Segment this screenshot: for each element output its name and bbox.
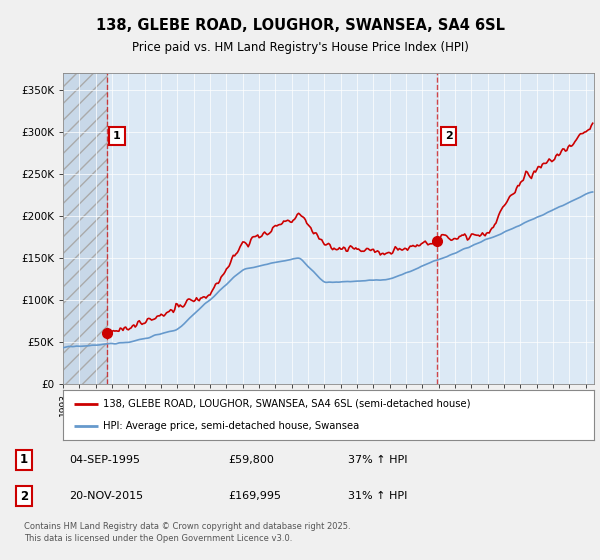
Text: £59,800: £59,800 [228, 455, 274, 465]
Bar [63, 73, 107, 384]
Text: 20-NOV-2015: 20-NOV-2015 [69, 491, 143, 501]
Text: HPI: Average price, semi-detached house, Swansea: HPI: Average price, semi-detached house,… [103, 421, 359, 431]
Text: 1: 1 [20, 453, 28, 466]
Text: 1: 1 [113, 131, 121, 141]
Text: 2: 2 [445, 131, 452, 141]
Text: 2: 2 [20, 489, 28, 503]
Text: 04-SEP-1995: 04-SEP-1995 [69, 455, 140, 465]
Text: 138, GLEBE ROAD, LOUGHOR, SWANSEA, SA4 6SL (semi-detached house): 138, GLEBE ROAD, LOUGHOR, SWANSEA, SA4 6… [103, 399, 470, 409]
Text: £169,995: £169,995 [228, 491, 281, 501]
Text: 37% ↑ HPI: 37% ↑ HPI [348, 455, 407, 465]
Text: Contains HM Land Registry data © Crown copyright and database right 2025.
This d: Contains HM Land Registry data © Crown c… [24, 522, 350, 543]
Text: 31% ↑ HPI: 31% ↑ HPI [348, 491, 407, 501]
Text: Price paid vs. HM Land Registry's House Price Index (HPI): Price paid vs. HM Land Registry's House … [131, 41, 469, 54]
Text: 138, GLEBE ROAD, LOUGHOR, SWANSEA, SA4 6SL: 138, GLEBE ROAD, LOUGHOR, SWANSEA, SA4 6… [95, 18, 505, 32]
